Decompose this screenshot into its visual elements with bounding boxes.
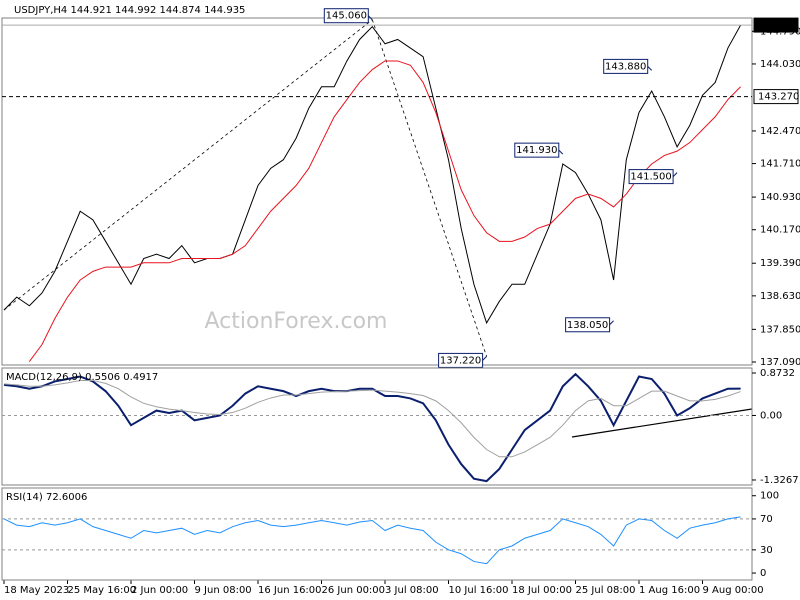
y-tick-label: 139.390 xyxy=(760,258,800,269)
annotation-label: 145.060 xyxy=(326,11,367,22)
x-tick-label: 18 Jul 00:00 xyxy=(512,585,572,596)
x-tick-label: 18 May 2023 xyxy=(4,585,69,596)
y-tick-label: 30 xyxy=(760,545,773,556)
panel-title: RSI(14) 72.6006 xyxy=(6,492,87,503)
y-tick-label: 70 xyxy=(760,514,773,525)
price-label-box xyxy=(753,89,799,105)
y-tick-label: 0.8732 xyxy=(760,368,795,379)
annotation-label: 138.050 xyxy=(567,320,608,331)
panel-frame xyxy=(1,487,753,581)
x-tick-label: 10 Jul 16:00 xyxy=(449,585,509,596)
annotation-leader xyxy=(672,172,678,177)
annotation-label: 141.500 xyxy=(630,172,671,183)
x-tick-label: 25 May 16:00 xyxy=(68,585,137,596)
annotation-leader xyxy=(647,66,653,71)
trendline xyxy=(371,19,487,357)
panel-title: USDJPY,H4 144.921 144.992 144.874 144.93… xyxy=(14,5,245,16)
series-line xyxy=(3,24,742,325)
panel-frame xyxy=(1,17,753,366)
series-line xyxy=(3,379,741,458)
y-tick-label: 140.170 xyxy=(760,225,800,236)
x-tick-label: 25 Jul 08:00 xyxy=(576,585,636,596)
x-tick-label: 9 Jun 08:00 xyxy=(195,585,252,596)
trendline xyxy=(3,19,373,311)
annotation-leader xyxy=(558,149,564,155)
price-label: 143.270 xyxy=(758,92,799,103)
watermark: ActionForex.com xyxy=(205,309,388,334)
annotation-leader xyxy=(367,15,373,21)
annotation-leader xyxy=(609,320,614,326)
y-tick-label: 0 xyxy=(760,568,766,579)
y-tick-label: -1.3267 xyxy=(760,475,799,486)
x-tick-label: 9 Aug 00:00 xyxy=(703,585,764,596)
annotation-label: 141.930 xyxy=(516,145,557,156)
y-tick-label: 140.930 xyxy=(760,192,800,203)
y-tick-label: 0.00 xyxy=(760,410,782,421)
y-tick-label: 141.710 xyxy=(760,159,800,170)
series-line xyxy=(3,516,741,565)
panel-title: MACD(12,26,9) 0.5506 0.4917 xyxy=(6,372,158,383)
y-tick-label: 144.030 xyxy=(760,59,800,70)
annotation-label: 137.220 xyxy=(440,355,481,366)
x-tick-label: 1 Aug 16:00 xyxy=(639,585,700,596)
macd-trendline xyxy=(571,408,753,438)
y-tick-label: 142.470 xyxy=(760,126,800,137)
y-tick-label: 138.630 xyxy=(760,291,800,302)
y-tick-label: 100 xyxy=(760,491,779,502)
x-tick-label: 3 Jul 08:00 xyxy=(385,585,439,596)
panel-frame xyxy=(1,367,753,486)
annotation-label: 143.880 xyxy=(605,61,646,72)
series-line xyxy=(28,60,741,362)
y-tick-label: 137.090 xyxy=(760,357,800,368)
y-tick-label: 137.850 xyxy=(760,324,800,335)
x-tick-label: 16 Jun 16:00 xyxy=(258,585,322,596)
series-line xyxy=(3,372,741,483)
annotation-leader xyxy=(482,356,487,361)
price-label-box xyxy=(753,17,799,33)
x-tick-label: 2 Jun 00:00 xyxy=(131,585,188,596)
x-tick-label: 26 Jun 00:00 xyxy=(322,585,386,596)
price-label: 144.935 xyxy=(758,20,799,31)
